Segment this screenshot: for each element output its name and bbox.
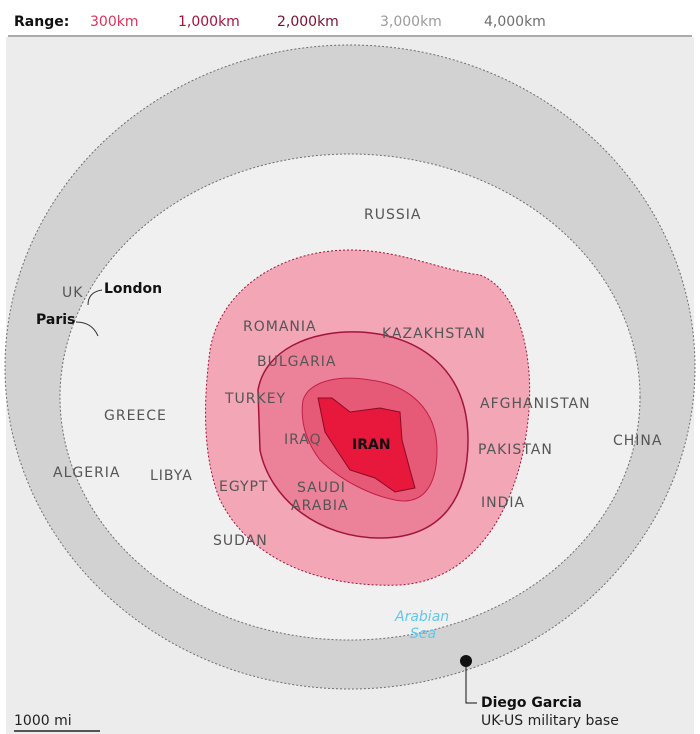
- legend-item: 2,000km: [277, 14, 339, 30]
- sea-label: Arabian: [394, 609, 449, 625]
- legend-item: 1,000km: [178, 14, 240, 30]
- city-label: Paris: [36, 312, 75, 328]
- legend-item: 300km: [90, 14, 138, 30]
- country-label: CHINA: [613, 433, 662, 449]
- country-label: LIBYA: [150, 468, 193, 484]
- legend-item: 4,000km: [484, 14, 546, 30]
- country-label: ROMANIA: [243, 319, 317, 335]
- country-label: ARABIA: [291, 498, 349, 514]
- country-label: PAKISTAN: [478, 442, 553, 458]
- base-name: Diego Garcia: [481, 695, 582, 711]
- country-label: EGYPT: [219, 479, 269, 495]
- base-dot: [460, 655, 472, 667]
- scale-label: 1000 mi: [14, 713, 72, 729]
- pointer: [87, 289, 103, 306]
- pointer: [75, 321, 99, 337]
- iran-shape: [317, 397, 416, 493]
- country-label: TURKEY: [224, 391, 286, 407]
- country-label: ALGERIA: [53, 465, 121, 481]
- sea-label: Sea: [410, 626, 436, 642]
- base-note: UK-US military base: [481, 713, 619, 729]
- country-label: SUDAN: [213, 533, 268, 549]
- base-pointer: [465, 667, 477, 704]
- country-label: KAZAKHSTAN: [382, 326, 486, 342]
- legend-title: Range:: [14, 14, 69, 30]
- country-label: UK: [62, 285, 83, 301]
- country-label: INDIA: [481, 495, 525, 511]
- country-label: AFGHANISTAN: [480, 396, 591, 412]
- country-label: SAUDI: [297, 480, 346, 496]
- country-label: RUSSIA: [364, 207, 421, 223]
- legend-item: 3,000km: [380, 14, 442, 30]
- country-label: IRAQ: [284, 432, 322, 448]
- iran-label: IRAN: [352, 437, 391, 453]
- city-label: London: [104, 281, 162, 297]
- country-label: GREECE: [104, 408, 167, 424]
- country-label: BULGARIA: [257, 354, 337, 370]
